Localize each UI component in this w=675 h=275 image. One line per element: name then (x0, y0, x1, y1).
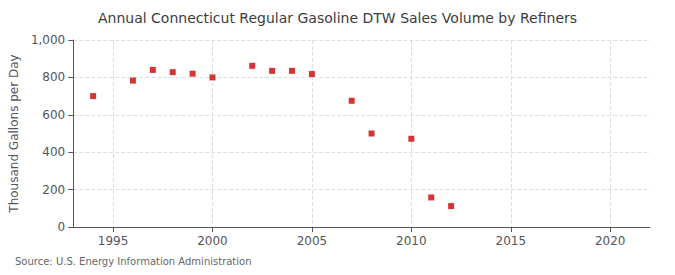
svg-text:800: 800 (42, 70, 65, 84)
svg-text:Thousand Gallons per Day: Thousand Gallons per Day (7, 54, 21, 213)
svg-text:2005: 2005 (297, 234, 328, 248)
svg-text:200: 200 (42, 183, 65, 197)
svg-text:Annual Connecticut Regular Gas: Annual Connecticut Regular Gasoline DTW … (98, 10, 577, 26)
svg-text:0: 0 (58, 220, 66, 234)
svg-text:400: 400 (42, 145, 65, 159)
svg-text:1,000: 1,000 (31, 33, 65, 47)
svg-text:Source: U.S. Energy Informatio: Source: U.S. Energy Information Administ… (15, 256, 252, 267)
svg-text:2010: 2010 (396, 234, 427, 248)
svg-text:2015: 2015 (496, 234, 527, 248)
svg-text:600: 600 (42, 108, 65, 122)
svg-text:2000: 2000 (197, 234, 228, 248)
svg-text:2020: 2020 (595, 234, 626, 248)
svg-text:1995: 1995 (98, 234, 129, 248)
